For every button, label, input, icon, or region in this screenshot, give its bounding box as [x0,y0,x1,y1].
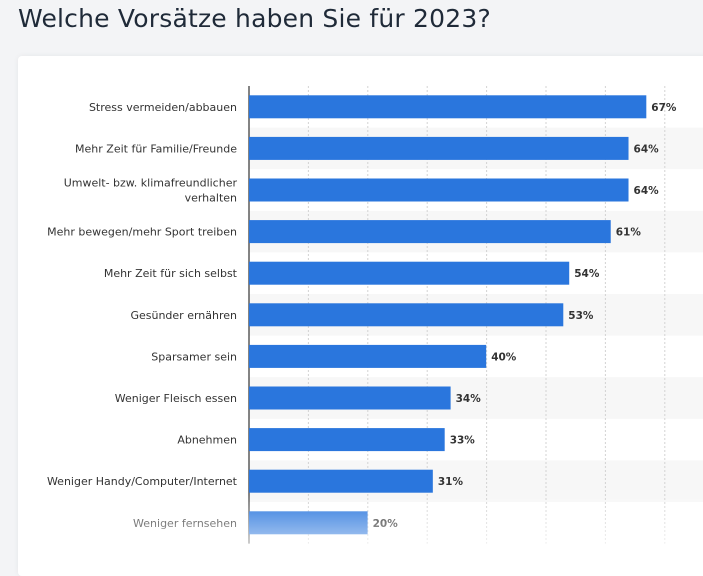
category-label-line: Weniger fernsehen [133,517,237,530]
data-label: 40% [491,351,517,363]
bar [249,261,570,285]
bar [249,386,451,410]
category-label: Mehr bewegen/mehr Sport treiben [47,226,237,239]
data-label: 61% [616,227,642,239]
bar [249,428,445,452]
category-label-line: Mehr Zeit für Familie/Freunde [75,142,237,155]
bar [249,344,487,368]
category-label: Gesünder ernähren [130,309,237,322]
category-label: Sparsamer sein [151,350,237,363]
category-label-line: Stress vermeiden/abbauen [89,101,237,114]
data-label: 64% [634,143,660,155]
page-title: Welche Vorsätze haben Sie für 2023? [18,4,491,33]
category-label-line: Mehr Zeit für sich selbst [104,267,238,280]
bar [249,95,647,119]
category-label-line: Weniger Handy/Computer/Internet [47,475,238,488]
data-label: 20% [373,518,399,530]
category-label: Abnehmen [177,434,237,447]
bar [249,136,629,160]
category-label: Weniger Handy/Computer/Internet [47,475,238,488]
bar [249,220,611,244]
bar [249,178,629,202]
category-label-line: Umwelt- bzw. klimafreundlicher [64,177,238,190]
bar [249,511,368,535]
category-label-line: verhalten [185,192,237,205]
category-label-line: Weniger Fleisch essen [115,392,237,405]
chart-card: 67% Stress vermeiden/abbauen 64% Mehr Zeit … [18,56,703,576]
category-label: Stress vermeiden/abbauen [89,101,237,114]
data-label: 31% [438,476,464,488]
category-label-line: Sparsamer sein [151,350,237,363]
category-label: Weniger fernsehen [133,517,237,530]
category-label-line: Abnehmen [177,434,237,447]
data-label: 53% [568,310,594,322]
category-label: Mehr Zeit für sich selbst [104,267,238,280]
category-label-line: Gesünder ernähren [130,309,237,322]
data-label: 33% [450,435,476,447]
data-label: 67% [651,102,677,114]
bar [249,303,564,327]
category-label: Umwelt- bzw. klimafreundlicher verhalten [64,177,238,205]
category-label: Mehr Zeit für Familie/Freunde [75,142,237,155]
data-label: 54% [574,268,600,280]
category-label: Weniger Fleisch essen [115,392,237,405]
bar [249,469,433,493]
data-label: 34% [456,393,482,405]
data-label: 64% [634,185,660,197]
category-label-line: Mehr bewegen/mehr Sport treiben [47,226,237,239]
bar-chart: 67% Stress vermeiden/abbauen 64% Mehr Zeit … [47,86,703,544]
